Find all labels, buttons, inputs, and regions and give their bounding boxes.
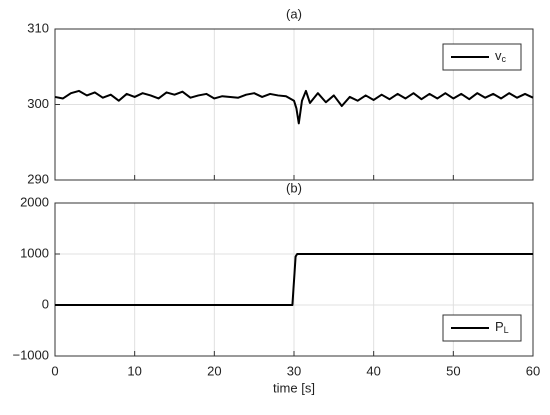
x-tick-label: 30 bbox=[287, 363, 301, 378]
y-tick-label: 300 bbox=[27, 96, 49, 111]
y-tick-label: 1000 bbox=[20, 245, 49, 260]
y-tick-label: 2000 bbox=[20, 194, 49, 209]
y-tick-label: 0 bbox=[42, 296, 49, 311]
x-tick-label: 60 bbox=[526, 363, 540, 378]
series-line bbox=[55, 253, 533, 306]
legend-label: PL bbox=[495, 319, 509, 335]
x-tick-label: 40 bbox=[366, 363, 380, 378]
subplot-title: (b) bbox=[286, 180, 302, 195]
x-tick-label: 10 bbox=[127, 363, 141, 378]
x-tick-label: 50 bbox=[446, 363, 460, 378]
y-tick-label: 310 bbox=[27, 20, 49, 35]
series-line bbox=[54, 89, 534, 125]
legend-label: vc bbox=[495, 48, 507, 64]
axes-frame bbox=[54, 202, 534, 357]
axes-frame bbox=[54, 28, 534, 181]
x-tick-label: 0 bbox=[51, 363, 58, 378]
x-tick-label: 20 bbox=[207, 363, 221, 378]
y-tick-label: 290 bbox=[27, 171, 49, 186]
x-axis-label: time [s] bbox=[273, 380, 315, 395]
y-tick-label: −1000 bbox=[12, 347, 49, 362]
subplot-title: (a) bbox=[286, 6, 302, 21]
